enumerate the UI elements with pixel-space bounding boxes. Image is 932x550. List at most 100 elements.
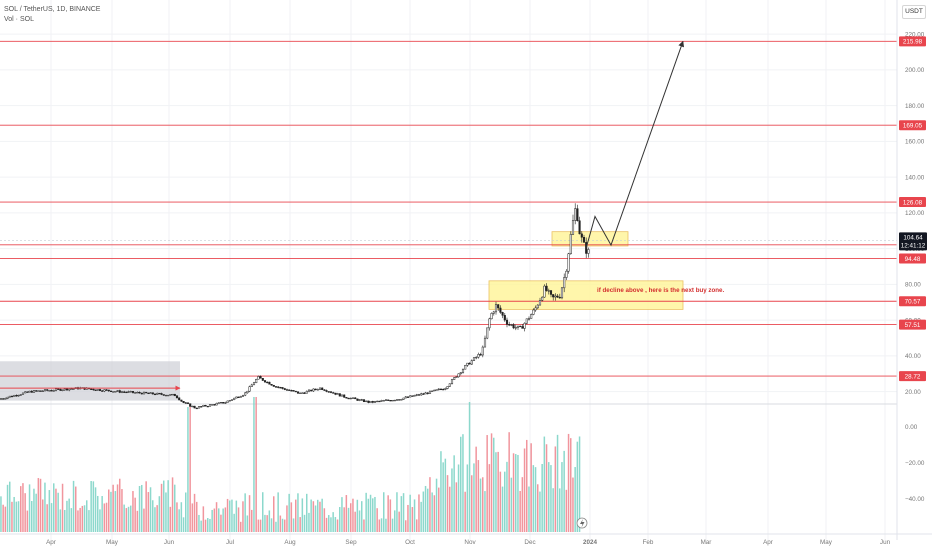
volume-bar — [308, 512, 310, 532]
volume-bar — [512, 453, 515, 532]
candle-body — [582, 237, 586, 243]
candle-body — [318, 387, 322, 390]
currency-button[interactable]: USDT — [902, 5, 926, 19]
volume-bar — [336, 519, 339, 532]
volume-bar — [332, 512, 334, 532]
candle-body — [369, 401, 372, 403]
candle-body — [376, 400, 379, 403]
candle-body — [63, 388, 66, 391]
volume-bar — [53, 483, 55, 532]
volume-bar — [158, 496, 161, 532]
volume-bar — [279, 515, 282, 532]
volume-bar — [554, 446, 557, 532]
time-label-0: Apr — [46, 539, 56, 546]
volume-bar — [523, 448, 526, 532]
volume-bar — [97, 495, 99, 532]
candle-body — [426, 392, 429, 394]
volume-bar — [64, 509, 66, 532]
candle-body — [153, 393, 157, 396]
candle-body — [54, 388, 58, 391]
volume-bar — [33, 488, 35, 532]
volume-bar — [99, 509, 101, 532]
candle-body — [191, 405, 194, 408]
volume-bar — [92, 481, 95, 532]
volume-bar — [253, 397, 255, 532]
volume-bar — [125, 508, 128, 532]
time-label-3: Jul — [226, 539, 234, 546]
volume-bar — [561, 462, 563, 532]
volume-bar — [365, 492, 367, 532]
volume-bar — [141, 484, 143, 532]
candle-body — [217, 402, 220, 404]
volume-bar — [226, 498, 229, 532]
candle-body — [178, 397, 181, 401]
volume-bar — [290, 502, 293, 532]
time-label-14: Jun — [880, 539, 891, 546]
candle-body — [371, 401, 374, 403]
volume-bar — [374, 496, 376, 532]
volume-bar — [556, 434, 559, 532]
candle-body — [455, 376, 458, 378]
volume-bar — [231, 499, 233, 532]
volume-bar — [9, 481, 11, 532]
volume-bar — [270, 518, 273, 532]
candle-body — [266, 381, 269, 384]
volume-bar — [550, 465, 552, 532]
volume-bar — [75, 486, 77, 532]
volume-bar — [237, 507, 240, 532]
volume-bar — [339, 507, 341, 532]
volume-bar — [222, 508, 224, 532]
volume-bar — [130, 505, 132, 532]
candle-body — [246, 390, 249, 394]
zone-note: if decline above , here is the next buy … — [597, 287, 725, 294]
current-price-label: 104.64 — [903, 234, 923, 241]
volume-bar — [402, 493, 405, 532]
candle-body — [228, 400, 231, 402]
price-tick-label: 120.00 — [905, 210, 925, 217]
time-label-13: May — [820, 539, 833, 546]
range-box — [0, 361, 180, 401]
volume-bar — [486, 435, 488, 532]
time-label-4: Aug — [284, 539, 296, 546]
price-tick-label: 80.00 — [905, 282, 921, 289]
volume-bar — [405, 520, 407, 532]
volume-bar — [323, 508, 326, 532]
candle-body — [180, 399, 183, 402]
volume-bar — [4, 506, 7, 532]
candle-body — [373, 400, 377, 403]
candle-body — [10, 395, 14, 398]
volume-bar — [530, 443, 532, 532]
candle-body — [444, 388, 447, 390]
candle-body — [481, 346, 484, 356]
volume-bar — [358, 510, 361, 532]
candle-body — [239, 396, 242, 398]
volume-bar — [50, 503, 53, 532]
buy-zone-1 — [488, 280, 684, 310]
volume-bar — [475, 446, 477, 532]
volume-bar — [471, 475, 473, 532]
volume-bar — [490, 433, 493, 532]
candle-body — [316, 389, 319, 391]
volume-bar — [154, 507, 156, 532]
volume-bar — [246, 515, 249, 532]
candle-body — [578, 220, 581, 235]
candle-body — [43, 389, 47, 392]
volume-bar — [572, 477, 574, 532]
volume-bar — [409, 494, 411, 532]
volume-bar — [255, 397, 257, 532]
candle-body — [41, 390, 44, 392]
candle-body — [417, 394, 421, 396]
volume-bar — [0, 496, 2, 532]
candle-body — [483, 337, 487, 348]
volume-bar — [526, 439, 528, 532]
candle-body — [358, 399, 361, 401]
candle-body — [145, 391, 148, 394]
price-axis: 20.0040.0060.0080.00100.00120.00140.0016… — [896, 0, 932, 550]
candle-body — [136, 391, 139, 394]
candle-body — [169, 394, 172, 396]
candle-body — [464, 365, 467, 370]
volume-bar — [235, 500, 238, 532]
volume-bar — [251, 509, 253, 532]
volume-indicator-label[interactable]: Vol · SOL — [4, 16, 34, 23]
